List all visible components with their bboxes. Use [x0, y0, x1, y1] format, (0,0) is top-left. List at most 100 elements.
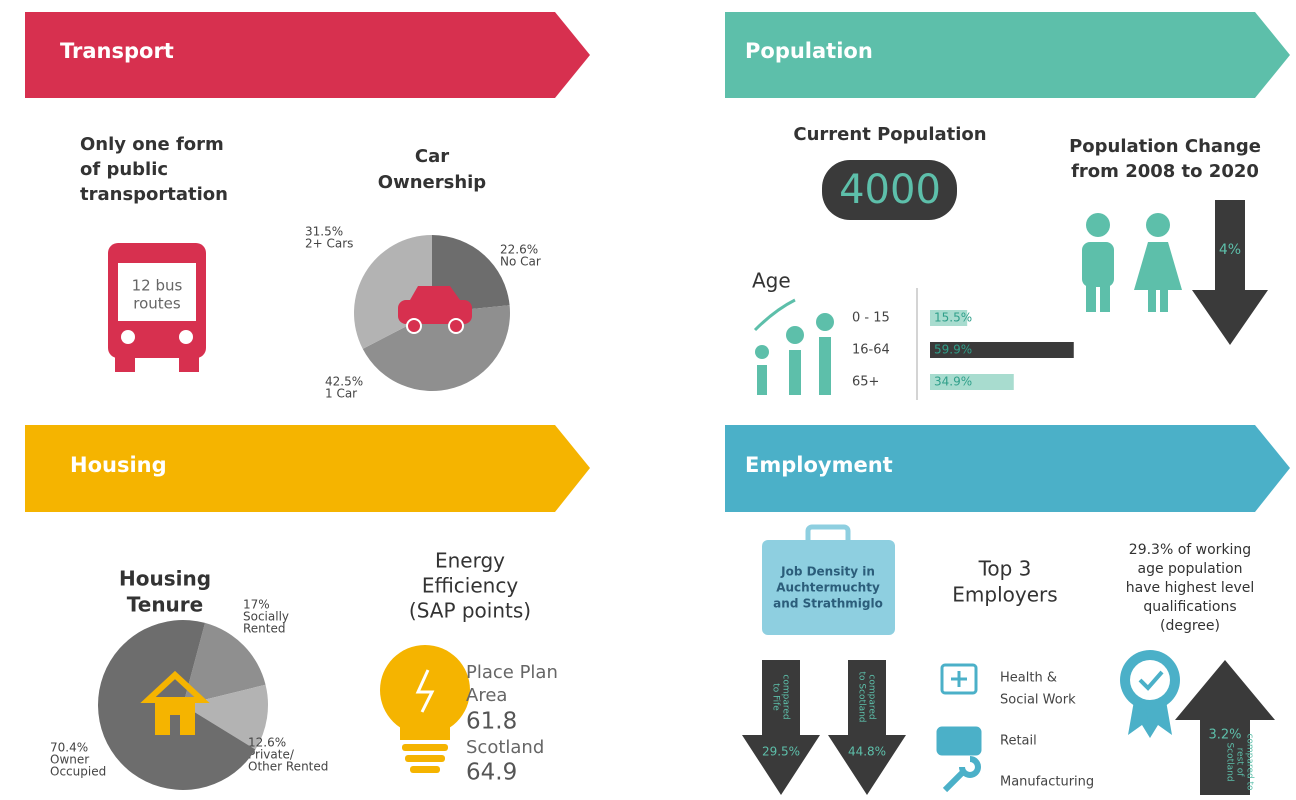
down-arrow — [742, 660, 820, 795]
text: Employers — [952, 583, 1057, 607]
rosette-icon — [1120, 650, 1180, 738]
text: Place Plan — [466, 662, 558, 683]
text: (SAP points) — [409, 599, 531, 623]
employer-icons — [936, 663, 982, 793]
text: Retail — [1000, 734, 1037, 749]
text: 4000 — [839, 167, 941, 213]
text: Owner — [50, 753, 89, 767]
text: 3.2% — [1208, 728, 1241, 743]
text: 1 Car — [325, 387, 357, 401]
car-top — [410, 286, 460, 300]
text: of public — [80, 159, 168, 180]
text: Current Population — [793, 124, 986, 145]
text: Only one form — [80, 134, 224, 155]
text: (degree) — [1160, 618, 1220, 634]
text: 0 - 15 — [852, 311, 890, 326]
people-icon — [1082, 213, 1182, 312]
text: Manufacturing — [1000, 775, 1094, 790]
text: transportation — [80, 184, 228, 205]
text: 31.5% — [305, 225, 343, 239]
age-bar — [930, 374, 1014, 390]
age-icons — [753, 298, 834, 395]
text: and Strathmiglo — [773, 597, 883, 611]
text: 59.9% — [934, 343, 972, 357]
text: Scotland — [1225, 742, 1235, 781]
text: 44.8% — [848, 745, 886, 759]
population-badge — [822, 160, 957, 220]
text: to Scotland — [857, 671, 867, 722]
housing-banner — [25, 425, 590, 512]
text: have highest level — [1126, 580, 1254, 596]
text: Energy — [435, 549, 505, 573]
text: Population — [745, 39, 873, 63]
text: Top 3 — [978, 557, 1032, 581]
population-banner — [725, 12, 1290, 98]
employment-banner — [725, 425, 1290, 512]
text: Age — [752, 269, 791, 293]
text: 17% — [243, 598, 270, 612]
text: 15.5% — [934, 311, 972, 325]
bus-icon — [108, 243, 206, 372]
car-body — [398, 300, 472, 324]
text: Housing — [70, 453, 167, 477]
text: 2+ Cars — [305, 237, 353, 251]
car-icon — [398, 286, 472, 334]
text: Ownership — [378, 172, 487, 193]
text: 22.6% — [500, 243, 538, 257]
text: routes — [133, 295, 181, 313]
text: Employment — [745, 453, 893, 477]
wheel — [448, 318, 464, 334]
down-arrow — [828, 660, 906, 795]
text: Socially — [243, 610, 289, 624]
text: 4% — [1219, 242, 1241, 258]
text: Car — [415, 146, 449, 167]
text: 70.4% — [50, 741, 88, 755]
text: from 2008 to 2020 — [1071, 161, 1259, 182]
text: Tenure — [127, 593, 203, 617]
transport-banner — [25, 12, 590, 98]
text: 29.3% of working — [1129, 542, 1251, 558]
text: 34.9% — [934, 375, 972, 389]
up-arrow — [1175, 660, 1275, 795]
text: Occupied — [50, 765, 106, 779]
briefcase-icon — [762, 524, 895, 635]
text: to Fife — [771, 683, 781, 711]
text: Scotland — [466, 737, 544, 758]
text: No Car — [500, 255, 541, 269]
text: qualifications — [1143, 599, 1236, 615]
text: 12 bus — [132, 277, 183, 295]
text: age population — [1137, 561, 1242, 577]
pie-slice — [362, 305, 511, 391]
text: Job Density in — [780, 565, 875, 579]
pie-slice — [183, 622, 266, 705]
text: Housing — [119, 567, 211, 591]
house-icon — [140, 670, 210, 735]
text: 16-64 — [852, 343, 890, 358]
text: Efficiency — [422, 574, 519, 598]
text: Social Work — [1000, 693, 1076, 708]
text: compared to — [1245, 733, 1255, 791]
text: compared — [781, 674, 791, 719]
text: 42.5% — [325, 375, 363, 389]
text: rest of — [1235, 748, 1245, 778]
text: Other Rented — [248, 760, 328, 774]
wheel — [406, 318, 422, 334]
text: 61.8 — [466, 709, 517, 735]
text: Auchtermuchty — [776, 581, 880, 595]
text: Private/ — [248, 748, 295, 762]
text: 12.6% — [248, 736, 286, 750]
down-arrow — [1192, 200, 1268, 345]
door — [170, 715, 180, 735]
text: Health & — [1000, 671, 1057, 686]
bulb-icon — [380, 645, 470, 773]
text: Transport — [60, 39, 174, 63]
age-bar — [930, 310, 968, 326]
text: 65+ — [852, 375, 879, 390]
text: compared — [867, 674, 877, 719]
age-bar — [930, 342, 1074, 358]
text: 29.5% — [762, 745, 800, 759]
text: Rented — [243, 622, 286, 636]
